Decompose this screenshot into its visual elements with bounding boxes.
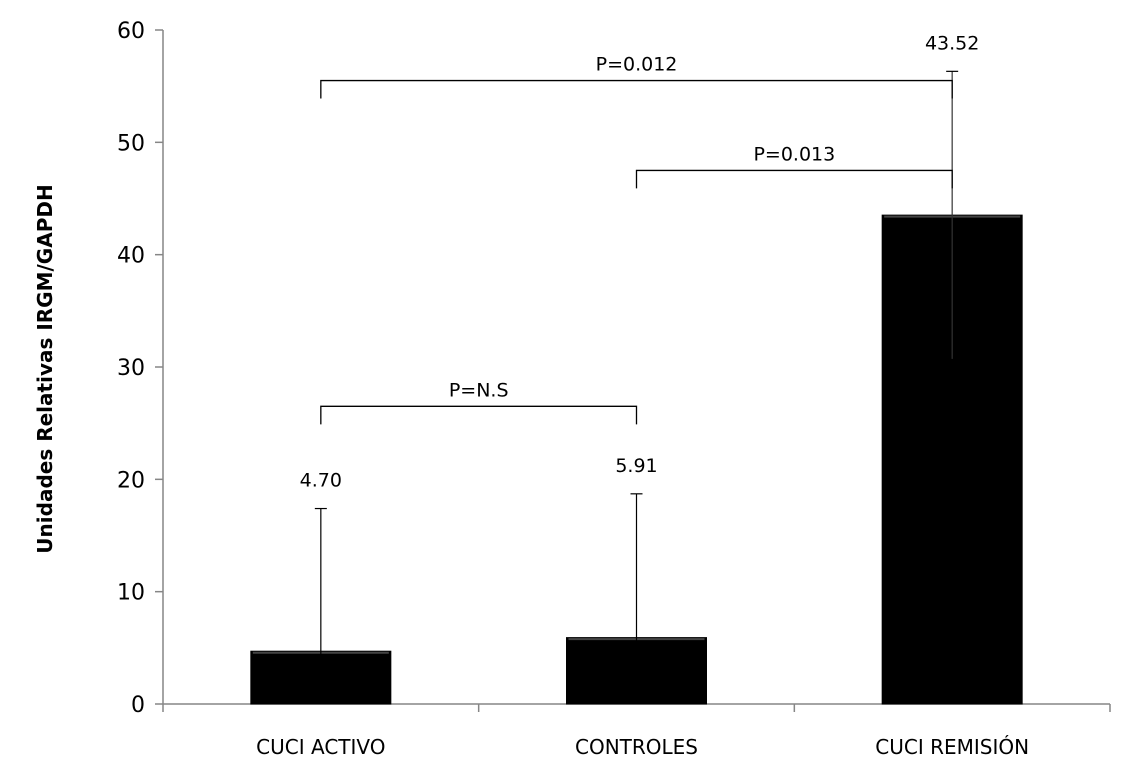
- y-tick-label: 60: [117, 19, 145, 44]
- y-tick-label: 10: [117, 581, 145, 606]
- data-label: 43.52: [925, 32, 979, 54]
- y-tick-label: 30: [117, 356, 145, 381]
- x-tick-label: CUCI ACTIVO: [256, 735, 385, 759]
- x-tick-label: CUCI REMISIÓN: [875, 735, 1029, 759]
- y-tick-label: 0: [131, 693, 145, 718]
- y-tick-label: 20: [117, 468, 145, 493]
- y-tick-label: 50: [117, 131, 145, 156]
- significance-bracket: [635, 169, 953, 189]
- significance-bracket: [320, 79, 953, 99]
- significance-brackets: P=0.012 P=0.013 P=N.S: [320, 54, 953, 425]
- y-axis-title: Unidades Relativas IRGM/GAPDH: [33, 184, 57, 553]
- significance-bracket: [320, 405, 638, 425]
- data-label: 4.70: [300, 470, 342, 492]
- data-labels: 4.70 5.91 43.52: [300, 32, 980, 491]
- data-label: 5.91: [615, 455, 657, 477]
- axes: 0 10 20 30 40 50 60 CUCI ACTIVO CONTROLES CUCI RE…: [117, 19, 1111, 759]
- error-bars: [314, 70, 959, 704]
- x-tick-label: CONTROLES: [575, 735, 698, 759]
- y-tick-label: 40: [117, 244, 145, 269]
- p-value-label: P=0.013: [753, 143, 835, 165]
- p-value-label: P=N.S: [449, 379, 509, 401]
- p-value-label: P=0.012: [596, 54, 678, 76]
